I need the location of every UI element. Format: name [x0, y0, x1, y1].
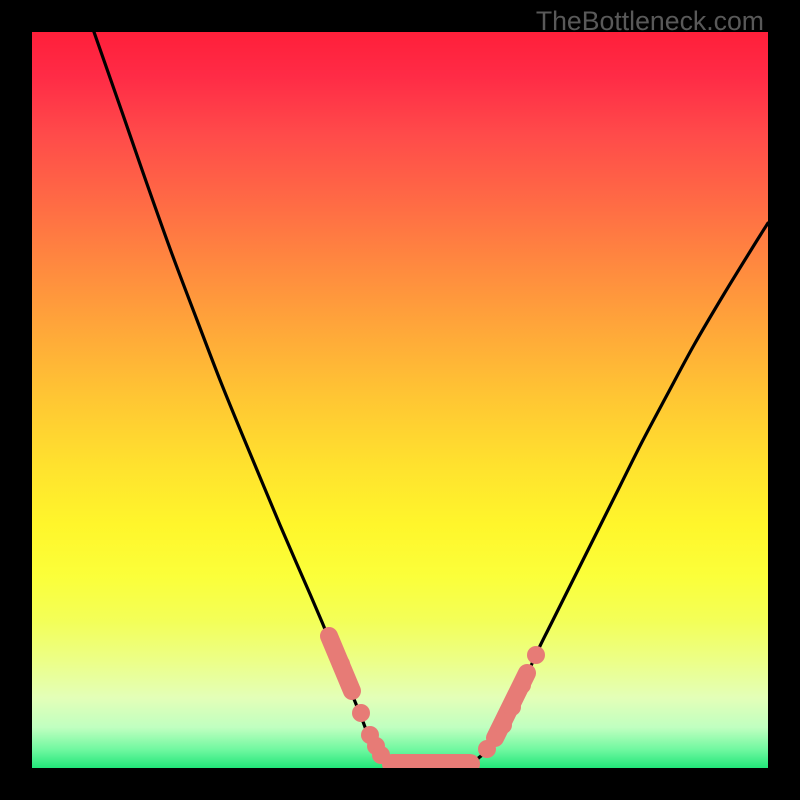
curve-layer [32, 32, 768, 768]
lobe-dot [478, 740, 496, 758]
lobe-dot [352, 704, 370, 722]
lobe-dot [372, 746, 390, 764]
lobe-dot [513, 676, 531, 694]
lobe-dot [527, 646, 545, 664]
watermark-text: TheBottleneck.com [536, 6, 764, 37]
chart-root: TheBottleneck.com [0, 0, 800, 800]
lobe-markers [329, 636, 545, 764]
lobe-dot [503, 698, 521, 716]
plot-area [32, 32, 768, 768]
lobe-dot [332, 655, 350, 673]
lobe-dot [494, 716, 512, 734]
bottleneck-curve [94, 32, 768, 767]
